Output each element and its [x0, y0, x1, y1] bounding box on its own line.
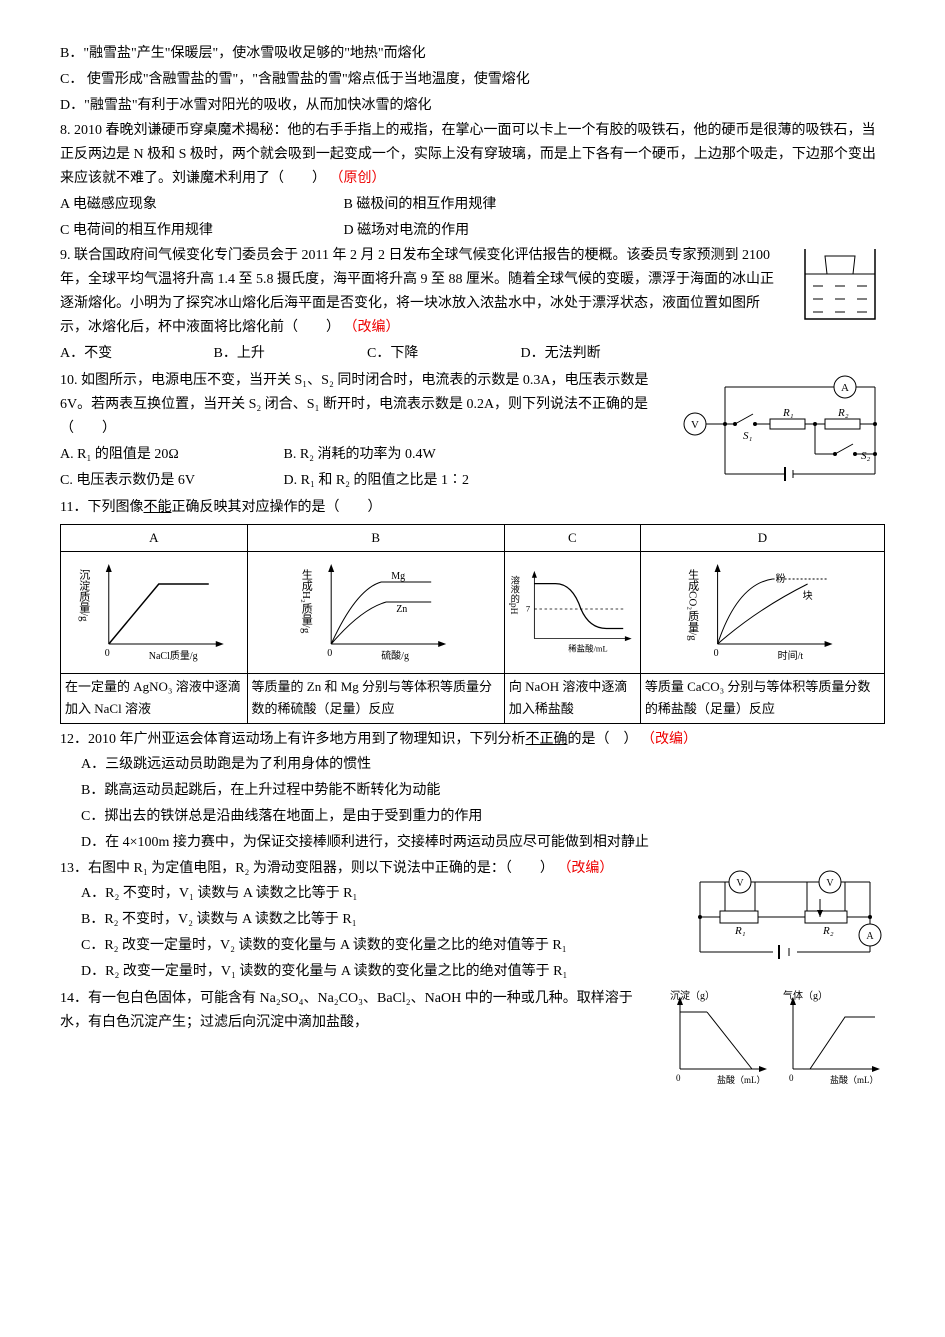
q11-desc-d: 等质量 CaCO₃ 分别与等体积等质量分数的稀盐酸（足量）反应	[640, 674, 884, 723]
q12-b: B．跳高运动员起跳后，在上升过程中势能不断转化为动能	[60, 779, 885, 803]
svg-text:R₁: R₁	[782, 407, 794, 419]
q14-chart2-icon: 气体（g） 0 盐酸（mL）	[775, 987, 885, 1087]
circuit-q13-icon: V V R₁ R₂ A	[685, 857, 885, 972]
opt-b: B．"融雪盐"产生"保暖层"，使冰雪吸收足够的"地热"而熔化	[60, 42, 885, 66]
q10-block: A V S₁ R₁ R₂ S₂	[60, 369, 885, 492]
q11-chart-a: 沉淀质量/g 0 NaCl质量/g	[61, 552, 248, 674]
svg-text:NaCl质量/g: NaCl质量/g	[149, 650, 198, 662]
svg-text:溶液的pH: 溶液的pH	[509, 575, 520, 615]
svg-text:0: 0	[713, 648, 718, 659]
q13-tag: （改编）	[557, 861, 613, 876]
q9-d: D．无法判断	[521, 342, 671, 366]
q12-a: A．三级跳远运动员助跑是为了利用身体的惯性	[60, 753, 885, 777]
q11-chart-d: 生成CO₂质量/g 0 粉 块 时间/t	[640, 552, 884, 674]
q8-d: D 磁场对电流的作用	[344, 223, 470, 238]
beaker-icon	[795, 244, 885, 329]
svg-text:0: 0	[789, 1073, 794, 1083]
svg-text:沉淀质量/g: 沉淀质量/g	[78, 569, 91, 622]
svg-text:0: 0	[105, 648, 110, 659]
svg-text:R₂: R₂	[837, 407, 849, 419]
q12-tag: （改编）	[641, 732, 697, 747]
svg-text:盐酸（mL）: 盐酸（mL）	[830, 1074, 879, 1085]
q13-text: 13．右图中 R₁ 为定值电阻，R₂ 为滑动变阻器，则以下说法中正确的是：（ ）	[60, 861, 554, 876]
q8-row1: A 电磁感应现象 B 磁极间的相互作用规律	[60, 193, 885, 217]
q11-h-a: A	[61, 525, 248, 552]
q12-c: C．掷出去的铁饼总是沿曲线落在地面上，是由于受到重力的作用	[60, 805, 885, 829]
q10-b: B. R₂ 消耗的功率为 0.4W	[284, 447, 436, 462]
svg-text:硫酸/g: 硫酸/g	[381, 649, 409, 662]
svg-text:稀盐酸/mL: 稀盐酸/mL	[568, 644, 607, 654]
q12-tail: 的是（ ）	[568, 732, 638, 747]
svg-text:S₁: S₁	[743, 430, 753, 442]
q11-not: 不能	[143, 500, 171, 515]
q9-text: 9. 联合国政府间气候变化专门委员会于 2011 年 2 月 2 日发布全球气候…	[60, 248, 774, 334]
q10-a: A. R₁ 的阻值是 20Ω	[60, 443, 280, 467]
q12-stem: 12．2010 年广州亚运会体育运动场上有许多地方用到了物理知识，下列分析不正确…	[60, 728, 885, 752]
q11-chart-b: 生成H₂质量/g 0 Mg Zn 硫酸/g	[247, 552, 504, 674]
svg-text:A: A	[866, 931, 874, 942]
q11-desc-b: 等质量的 Zn 和 Mg 分别与等体积等质量分数的稀硫酸（足量）反应	[247, 674, 504, 723]
svg-text:0: 0	[676, 1073, 681, 1083]
svg-text:S₂: S₂	[861, 450, 871, 462]
q9-tag: （改编）	[344, 320, 400, 335]
svg-text:0: 0	[327, 648, 332, 659]
q11-chart-c: 溶液的pH 7 稀盐酸/mL	[504, 552, 640, 674]
q8-row2: C 电荷间的相互作用规律 D 磁场对电流的作用	[60, 219, 885, 243]
svg-text:A: A	[841, 382, 849, 394]
q11-stem: 11．下列图像不能正确反映其对应操作的是（ ）	[60, 496, 885, 520]
q9-a: A．不变	[60, 342, 210, 366]
q8-stem: 8. 2010 春晚刘谦硬币穿桌魔术揭秘：他的右手手指上的戒指，在掌心一面可以卡…	[60, 119, 885, 190]
q8-c: C 电荷间的相互作用规律	[60, 219, 340, 243]
q8-a: A 电磁感应现象	[60, 193, 340, 217]
q14-block: 沉淀（g） 0 盐酸（mL） 气体（g） 0 盐酸（mL） 14．有一包白色固体…	[60, 987, 885, 1035]
q12-d: D．在 4×100m 接力赛中，为保证交接棒顺利进行，交接棒时两运动员应尽可能做…	[60, 831, 885, 855]
q9-stem: 9. 联合国政府间气候变化专门委员会于 2011 年 2 月 2 日发布全球气候…	[60, 244, 885, 339]
svg-text:气体（g）: 气体（g）	[783, 989, 828, 1002]
q9-c: C．下降	[367, 342, 517, 366]
q9-block: 9. 联合国政府间气候变化专门委员会于 2011 年 2 月 2 日发布全球气候…	[60, 244, 885, 365]
q13-block: V V R₁ R₂ A 13．右图中 R₁ 为定值电阻，R₂ 为滑动变阻器，则以…	[60, 857, 885, 984]
svg-text:V: V	[736, 878, 744, 889]
q11-h-d: D	[640, 525, 884, 552]
svg-text:V: V	[826, 878, 834, 889]
svg-text:Zn: Zn	[396, 604, 407, 615]
svg-text:沉淀（g）: 沉淀（g）	[670, 989, 715, 1002]
q11-h-b: B	[247, 525, 504, 552]
svg-text:V: V	[691, 419, 699, 431]
q11-h-c: C	[504, 525, 640, 552]
svg-text:7: 7	[526, 604, 530, 614]
q10-d: D. R₁ 和 R₂ 的阻值之比是 1∶2	[284, 473, 470, 488]
q8-text: 8. 2010 春晚刘谦硬币穿桌魔术揭秘：他的右手手指上的戒指，在掌心一面可以卡…	[60, 123, 876, 186]
svg-text:时间/t: 时间/t	[777, 649, 803, 662]
q9-opts: A．不变 B．上升 C．下降 D．无法判断	[60, 342, 885, 366]
svg-text:R₁: R₁	[734, 925, 746, 937]
q11-desc-c: 向 NaOH 溶液中逐滴加入稀盐酸	[504, 674, 640, 723]
svg-text:块: 块	[802, 590, 812, 602]
q14-charts: 沉淀（g） 0 盐酸（mL） 气体（g） 0 盐酸（mL）	[662, 987, 886, 1087]
q11-desc-a: 在一定量的 AgNO₃ 溶液中逐滴加入 NaCl 溶液	[61, 674, 248, 723]
svg-text:Mg: Mg	[391, 571, 405, 582]
svg-text:盐酸（mL）: 盐酸（mL）	[717, 1074, 766, 1085]
circuit-q10-icon: A V S₁ R₁ R₂ S₂	[675, 369, 885, 489]
q10-c: C. 电压表示数仍是 6V	[60, 469, 280, 493]
q9-b: B．上升	[214, 342, 364, 366]
opt-c: C． 使雪形成"含融雪盐的雪"，"含融雪盐的雪"熔点低于当地温度，使雪熔化	[60, 68, 885, 92]
q14-chart1-icon: 沉淀（g） 0 盐酸（mL）	[662, 987, 772, 1087]
q8-b: B 磁极间的相互作用规律	[344, 197, 497, 212]
svg-text:R₂: R₂	[822, 925, 834, 937]
q12-not: 不正确	[526, 732, 568, 747]
opt-d: D．"融雪盐"有利于冰雪对阳光的吸收，从而加快冰雪的熔化	[60, 94, 885, 118]
q12-pre: 12．2010 年广州亚运会体育运动场上有许多地方用到了物理知识，下列分析	[60, 732, 526, 747]
svg-text:生成CO₂质量/g: 生成CO₂质量/g	[686, 568, 699, 641]
q11-table: A B C D 沉淀质量/g 0 NaCl质量/g 生成H₂质量/g 0 Mg	[60, 524, 885, 723]
svg-text:生成H₂质量/g: 生成H₂质量/g	[300, 568, 313, 634]
q8-tag: （原创）	[330, 171, 386, 186]
